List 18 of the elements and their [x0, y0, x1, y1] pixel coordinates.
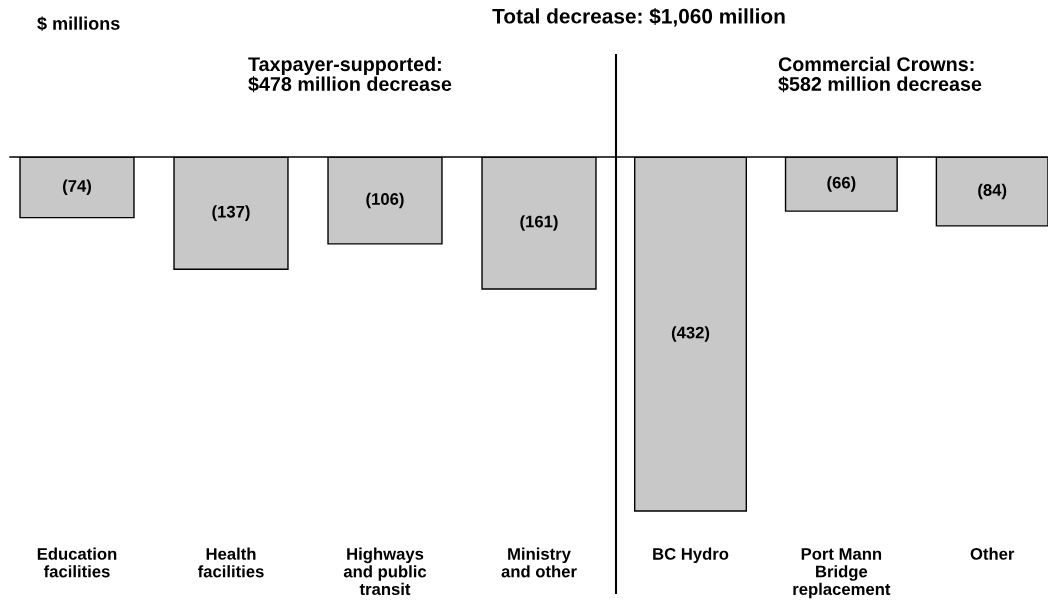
x-tick-label: Health facilities	[197, 547, 264, 578]
x-tick-label: Highways and public transit	[343, 547, 427, 596]
x-tick-label: Ministry and other	[501, 547, 577, 578]
data-label: (161)	[520, 215, 558, 231]
x-tick-label: BC Hydro	[653, 547, 729, 564]
x-tick-label: Education facilities	[37, 547, 117, 578]
data-label: (432)	[671, 326, 710, 342]
text: $ millions	[37, 16, 120, 32]
text: Total decrease: $1,060 million	[492, 7, 785, 27]
data-label: (106)	[366, 192, 404, 209]
chart-title: Taxpayer-supported: $478 million decrease	[248, 56, 452, 93]
x-tick-label: Other	[970, 547, 1015, 560]
data-label: (137)	[212, 205, 250, 221]
chart-title: Commercial Crowns: $582 million decrease	[778, 56, 982, 93]
data-label: (84)	[978, 183, 1007, 200]
data-label: (66)	[827, 176, 856, 192]
data-label: (74)	[63, 179, 91, 196]
x-tick-label: Port Mann Bridge replacement	[793, 548, 891, 599]
